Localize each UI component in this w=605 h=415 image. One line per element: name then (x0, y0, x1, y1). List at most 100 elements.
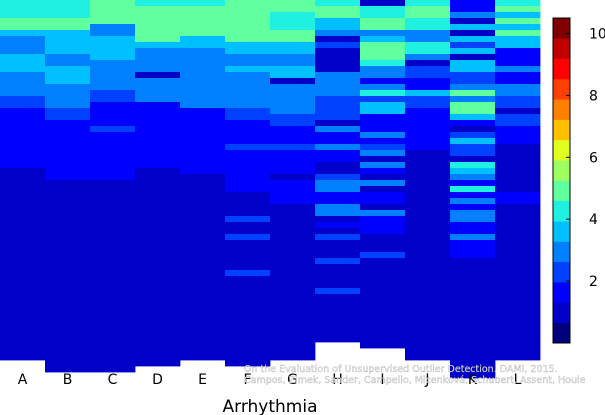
heatmap-cell-H-6 (315, 48, 361, 61)
heatmap-cell-I-15 (360, 132, 406, 139)
heatmap-cell-B-8 (45, 180, 91, 187)
heatmap-cell-I-31 (360, 258, 406, 349)
heatmap-cell-B-7 (45, 120, 91, 181)
x-tick-label-G: G (287, 372, 298, 388)
x-tick-label-E: E (198, 372, 207, 388)
heatmap-cell-J-8 (405, 78, 451, 91)
heatmap-cell-D-4 (135, 48, 181, 73)
heatmap-cell-K-9 (450, 60, 496, 73)
heatmap-cell-I-0 (360, 0, 406, 7)
heatmap-cell-K-30 (450, 210, 496, 223)
heatmap-cell-B-9 (45, 186, 91, 193)
heatmap-cell-G-1 (270, 12, 316, 31)
heatmap-cell-G-14 (270, 204, 316, 361)
heatmap-cell-D-5 (135, 72, 181, 79)
heatmap-cell-H-19 (315, 204, 361, 217)
colorbar-segment-14 (553, 38, 570, 59)
heatmap-cell-G-5 (270, 66, 316, 79)
heatmap-cell-J-5 (405, 54, 451, 61)
x-tick-label-D: D (152, 372, 163, 388)
heatmap-cell-G-9 (270, 126, 316, 145)
heatmap-cell-G-11 (270, 150, 316, 175)
heatmap-cell-H-27 (315, 288, 361, 295)
heatmap-cell-I-30 (360, 252, 406, 259)
heatmap-cell-L-3 (495, 18, 541, 25)
heatmap-cell-I-4 (360, 36, 406, 43)
heatmap-cell-G-6 (270, 78, 316, 85)
colorbar-segment-8 (553, 160, 570, 181)
heatmap-cell-I-18 (360, 150, 406, 157)
heatmap-cell-C-1 (90, 12, 136, 25)
heatmap-cell-B-5 (45, 84, 91, 109)
heatmap-cell-I-13 (360, 102, 406, 115)
heatmap-cell-E-0 (180, 0, 226, 7)
colorbar-segment-9 (553, 139, 570, 161)
x-tick-label-H: H (332, 372, 343, 388)
heatmap-cell-K-16 (450, 120, 496, 127)
heatmap-cell-D-6 (135, 78, 181, 103)
heatmap-cell-B-2 (45, 30, 91, 55)
heatmap-cell-I-19 (360, 156, 406, 163)
heatmap-cell-B-10 (45, 192, 91, 373)
heatmap-cell-H-15 (315, 162, 361, 175)
heatmap-cell-L-2 (495, 12, 541, 19)
heatmap-cell-H-28 (315, 294, 361, 343)
heatmap-cell-F-0 (225, 0, 271, 25)
colorbar-tick-label-8: 8 (589, 88, 598, 104)
heatmap-cell-G-0 (270, 0, 316, 13)
heatmap-cell-J-4 (405, 42, 451, 55)
heatmap-cell-I-23 (360, 180, 406, 187)
heatmap-cell-K-26 (450, 186, 496, 193)
heatmap-cell-H-14 (315, 150, 361, 163)
heatmap-cell-F-7 (225, 120, 271, 145)
heatmap-cell-G-8 (270, 114, 316, 127)
heatmap-cell-L-13 (495, 114, 541, 127)
heatmap-cell-F-6 (225, 108, 271, 121)
heatmap-cell-J-3 (405, 30, 451, 43)
heatmap-cell-K-15 (450, 114, 496, 121)
heatmap-cell-E-4 (180, 48, 226, 109)
heatmap-cell-K-3 (450, 24, 496, 31)
heatmap-cell-E-6 (180, 174, 226, 361)
x-tick-label-C: C (108, 372, 118, 388)
heatmap-cell-I-5 (360, 42, 406, 49)
heatmap-cell-H-9 (315, 96, 361, 121)
heatmap-cell-K-34 (450, 258, 496, 379)
heatmap-cell-E-2 (180, 12, 226, 37)
heatmap-cell-G-13 (270, 180, 316, 205)
heatmap-cell-J-11 (405, 108, 451, 151)
colorbar-segment-4 (553, 241, 570, 263)
heatmap-cell-L-12 (495, 108, 541, 115)
colorbar-segments (553, 18, 570, 344)
heatmap-cell-K-19 (450, 138, 496, 145)
heatmap-cell-A-0 (0, 0, 46, 19)
heatmap-cell-I-10 (360, 84, 406, 91)
heatmap-cell-A-6 (0, 96, 46, 109)
heatmap-cell-G-12 (270, 174, 316, 181)
heatmap-cell-H-3 (315, 30, 361, 37)
heatmap-cell-F-5 (225, 72, 271, 109)
heatmap-cell-L-6 (495, 36, 541, 49)
heatmap-cell-J-7 (405, 66, 451, 79)
heatmap-cell-L-19 (495, 216, 541, 229)
heatmap-cell-C-7 (90, 102, 136, 127)
x-tick-label-A: A (18, 372, 28, 388)
heatmap-cell-I-3 (360, 30, 406, 37)
colorbar-segment-7 (553, 180, 570, 202)
heatmap-cell-A-7 (0, 108, 46, 169)
x-tick-label-J: J (424, 372, 429, 388)
heatmap-cell-L-8 (495, 66, 541, 73)
colorbar-ticks: 2 4 6 8 10 (566, 26, 605, 290)
heatmap-cell-I-21 (360, 168, 406, 175)
heatmap-cell-F-15 (225, 240, 271, 247)
watermark: On the Evaluation of Unsupervised Outlie… (244, 364, 586, 386)
heatmap-cell-H-8 (315, 72, 361, 97)
heatmap-cell-L-0 (495, 0, 541, 7)
heatmap-cell-L-7 (495, 48, 541, 67)
heatmap-cell-H-0 (315, 0, 361, 7)
heatmap-cell-C-5 (90, 60, 136, 91)
heatmap-cell-L-5 (495, 30, 541, 37)
colorbar-segment-3 (553, 261, 570, 283)
heatmap-cell-I-11 (360, 90, 406, 97)
